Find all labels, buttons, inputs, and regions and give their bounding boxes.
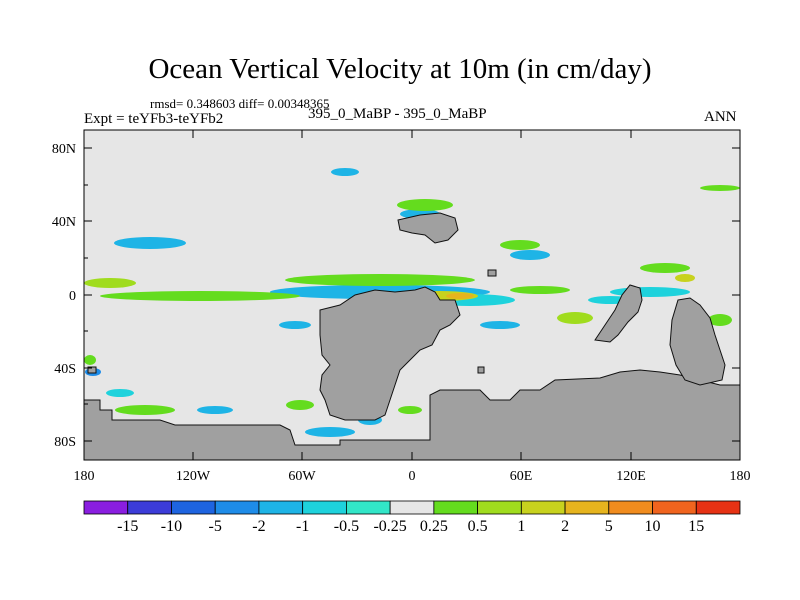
map-panel <box>83 129 741 461</box>
y-label-0: 0 <box>69 289 76 304</box>
colorbar-swatch <box>564 500 610 515</box>
colorbar-swatch <box>695 500 741 515</box>
colorbar-swatch <box>258 500 304 515</box>
colorbar-swatch <box>127 500 172 515</box>
x-label-60w: 60W <box>288 469 316 484</box>
colorbar-swatch <box>171 500 216 515</box>
colorbar-label: 5 <box>605 518 613 535</box>
y-label-80s: 80S <box>54 435 76 450</box>
colorbar-label: -15 <box>117 518 138 535</box>
central-landmass <box>319 286 461 421</box>
season-label: ANN <box>704 109 737 125</box>
far-east-landmass <box>669 297 726 386</box>
colorbar-label: -0.5 <box>334 518 359 535</box>
colorbar-label: 1 <box>517 518 525 535</box>
colorbar-label: -2 <box>252 518 265 535</box>
colorbar: -15 -10 -5 -2 -1 -0.5 -0.25 0.25 0.5 1 2 5 10 15 <box>83 500 741 535</box>
plot-title: Ocean Vertical Velocity at 10m (in cm/da… <box>148 53 652 85</box>
y-axis <box>84 147 740 442</box>
x-label-180w: 180 <box>74 469 95 484</box>
x-label-120e: 120E <box>616 469 646 484</box>
colorbar-swatch <box>520 500 566 515</box>
x-label-60e: 60E <box>510 469 533 484</box>
eastern-landmass <box>594 284 643 343</box>
colorbar-label: 10 <box>645 518 661 535</box>
positive-patches <box>84 185 740 415</box>
colorbar-label: -10 <box>161 518 182 535</box>
period-label: 395_0_MaBP - 395_0_MaBP <box>308 106 487 122</box>
colorbar-swatch <box>389 500 435 515</box>
land-masses <box>83 212 741 461</box>
colorbar-label: 0.25 <box>420 518 448 535</box>
colorbar-swatch <box>302 500 347 515</box>
colorbar-swatch <box>433 500 479 515</box>
colorbar-swatch <box>345 500 391 515</box>
island <box>487 269 497 277</box>
stats-line: rmsd= 0.348603 diff= 0.00348365 <box>150 96 330 111</box>
y-label-80n: 80N <box>52 142 76 157</box>
x-label-0: 0 <box>409 469 416 484</box>
colorbar-swatch <box>652 500 697 515</box>
colorbar-label: 15 <box>688 518 704 535</box>
y-label-40n: 40N <box>52 215 76 230</box>
island <box>477 366 485 374</box>
colorbar-label: -1 <box>296 518 309 535</box>
colorbar-swatch <box>83 500 129 515</box>
colorbar-swatch <box>608 500 653 515</box>
colorbar-label: 2 <box>561 518 569 535</box>
colorbar-swatch <box>214 500 260 515</box>
northern-landmass <box>397 212 459 244</box>
colorbar-swatch <box>477 500 522 515</box>
x-axis <box>192 130 632 460</box>
colorbar-label: -5 <box>209 518 222 535</box>
colorbar-label: -0.25 <box>373 518 406 535</box>
colorbar-label: 0.5 <box>468 518 488 535</box>
x-label-180e: 180 <box>730 469 751 484</box>
y-label-40s: 40S <box>54 362 76 377</box>
x-label-120w: 120W <box>176 469 211 484</box>
island <box>87 366 97 374</box>
experiment-label: Expt = teYFb3-teYFb2 <box>84 111 224 127</box>
